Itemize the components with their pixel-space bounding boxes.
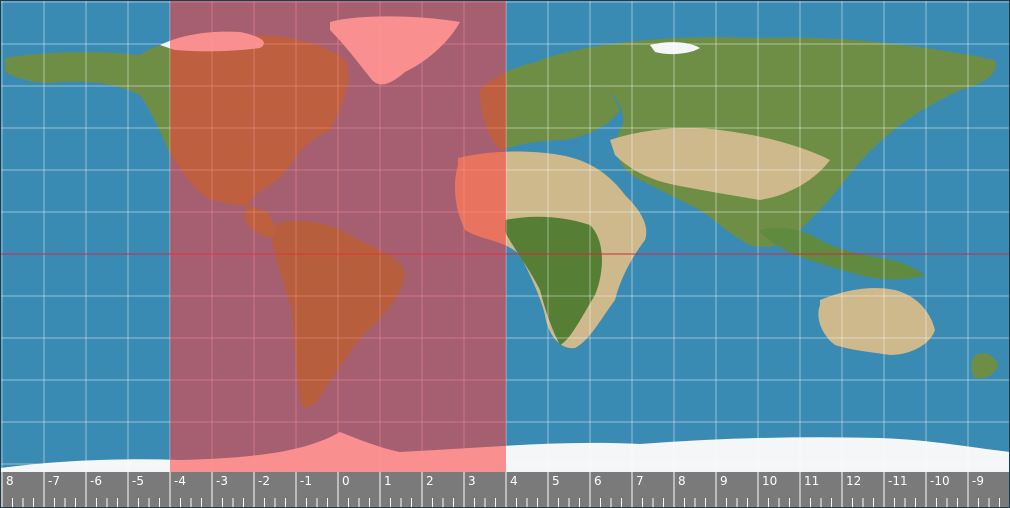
europe <box>480 59 620 150</box>
ruler-label: 11 <box>804 474 819 488</box>
timezone-ruler[interactable]: 8 -7 -6 -5 -4 -3 -2 -1 0 1 2 3 4 5 6 7 8 9 10 11 12 -11 -10 -9 <box>0 472 1010 508</box>
timezone-highlight[interactable] <box>170 0 506 508</box>
ruler-label: 1 <box>384 474 392 488</box>
ruler-label: -5 <box>132 474 144 488</box>
asia-desert <box>610 128 830 200</box>
new-zealand <box>971 353 998 379</box>
ruler-label: -2 <box>258 474 270 488</box>
ruler-label: -3 <box>216 474 228 488</box>
ruler-label: -10 <box>930 474 950 488</box>
ruler-label: -7 <box>48 474 60 488</box>
svalbard <box>650 42 700 55</box>
ruler-label: 7 <box>636 474 644 488</box>
australia <box>818 288 935 355</box>
ruler-label: -1 <box>300 474 312 488</box>
ruler-label: 9 <box>720 474 728 488</box>
ruler-labels: 8 -7 -6 -5 -4 -3 -2 -1 0 1 2 3 4 5 6 7 8 9 10 11 12 -11 -10 -9 <box>6 474 984 488</box>
ruler-label: 2 <box>426 474 434 488</box>
ruler-label: 6 <box>594 474 602 488</box>
ruler-label: 4 <box>510 474 518 488</box>
africa-forest <box>505 216 602 345</box>
ruler-label: 8 <box>678 474 686 488</box>
ruler-label: -4 <box>174 474 186 488</box>
ruler-label: -11 <box>888 474 908 488</box>
ruler-label: 5 <box>552 474 560 488</box>
ruler-ticks <box>1 472 1010 508</box>
ruler-label: 10 <box>762 474 777 488</box>
ruler-label: 3 <box>468 474 476 488</box>
ruler-label: 8 <box>6 474 14 488</box>
ruler-label: -6 <box>90 474 102 488</box>
ruler-label: 0 <box>342 474 350 488</box>
ruler-label: 12 <box>846 474 861 488</box>
ruler-label: -9 <box>972 474 984 488</box>
